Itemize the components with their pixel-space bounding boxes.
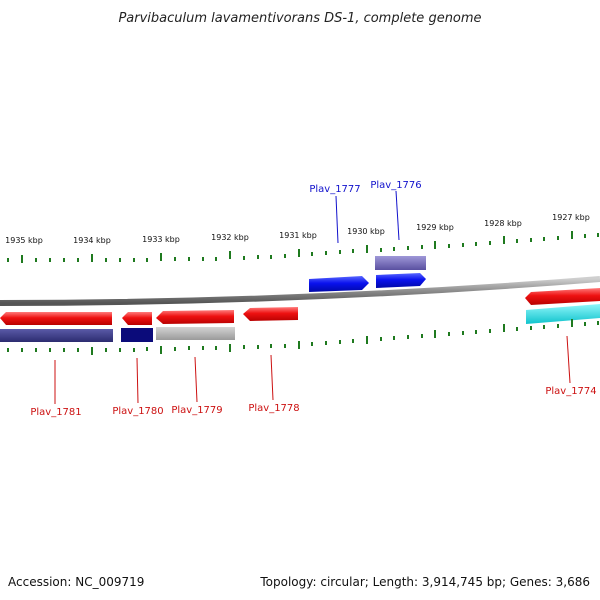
- tick-label-1934: 1934 kbp: [73, 236, 111, 245]
- gene-label-plav-1779[interactable]: Plav_1779: [171, 405, 222, 416]
- leader-line-plav-1777: [335, 195, 339, 244]
- leader-line-plav-1778: [270, 354, 274, 401]
- tick-label-1929: 1929 kbp: [416, 223, 454, 232]
- tick-label-1933: 1933 kbp: [142, 235, 180, 244]
- tick-label-1932: 1932 kbp: [211, 233, 249, 242]
- leader-line-plav-1779: [194, 356, 198, 403]
- track-block-cyan: [526, 304, 600, 324]
- accession-text: Accession: NC_009719: [8, 575, 144, 589]
- gene-plav-1777-arrow[interactable]: [309, 276, 369, 292]
- genome-backbone: [0, 276, 600, 306]
- tick-label-1935: 1935 kbp: [5, 236, 43, 245]
- inner-tick-ring: [7, 319, 599, 355]
- track-block-gray: [156, 327, 235, 340]
- gene-label-plav-1777[interactable]: Plav_1777: [309, 184, 360, 195]
- topology-text: Topology: circular; Length: 3,914,745 bp…: [259, 575, 590, 589]
- track-block-lavender: [375, 256, 426, 270]
- gene-label-plav-1776[interactable]: Plav_1776: [370, 180, 421, 191]
- tick-label-1928: 1928 kbp: [484, 219, 522, 228]
- leader-line-plav-1776: [395, 190, 400, 241]
- outer-tick-ring: [7, 231, 599, 263]
- tick-label-1931: 1931 kbp: [279, 231, 317, 240]
- gene-plav-1778-arrow[interactable]: [243, 307, 298, 321]
- track-block-navy: [0, 329, 113, 342]
- leader-line-plav-1774: [566, 335, 571, 384]
- gene-plav-1776-arrow[interactable]: [376, 273, 426, 288]
- tick-label-1930: 1930 kbp: [347, 227, 385, 236]
- gene-plav-1780-arrow[interactable]: [122, 312, 152, 325]
- gene-label-plav-1781[interactable]: Plav_1781: [30, 407, 81, 418]
- gene-label-plav-1774[interactable]: Plav_1774: [545, 386, 596, 397]
- leader-line-plav-1780: [136, 357, 139, 404]
- gene-label-plav-1778[interactable]: Plav_1778: [248, 403, 299, 414]
- gene-plav-1779-arrow[interactable]: [156, 310, 234, 324]
- gene-plav-1774-arrow[interactable]: [525, 288, 600, 305]
- gene-label-plav-1780[interactable]: Plav_1780: [112, 406, 163, 417]
- gene-plav-1781-arrow[interactable]: [0, 312, 112, 325]
- map-title: Parvibaculum lavamentivorans DS-1, compl…: [118, 11, 481, 26]
- tick-label-1927: 1927 kbp: [552, 213, 590, 222]
- track-block-dark-navy: [121, 328, 153, 342]
